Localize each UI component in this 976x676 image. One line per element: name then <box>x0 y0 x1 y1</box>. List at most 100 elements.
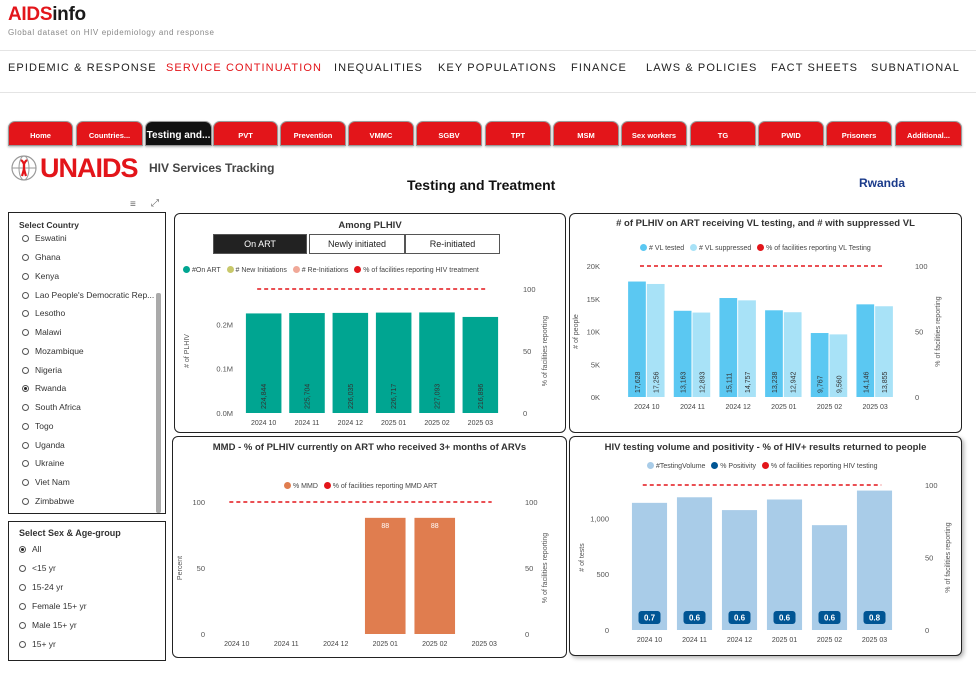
mmd-legend: % MMD % of facilities reporting MMD ART <box>284 482 437 490</box>
tab-sex-workers[interactable]: Sex workers <box>621 121 687 146</box>
country-option[interactable]: South Africa <box>22 402 81 412</box>
x-tick-label: 2025 03 <box>863 404 888 411</box>
x-tick-label: 2024 11 <box>295 420 320 427</box>
positivity-marker <box>818 611 841 624</box>
x-tick-label: 2024 10 <box>634 404 659 411</box>
x-tick-label: 2025 02 <box>817 637 842 644</box>
sex-age-option[interactable]: 15-24 yr <box>19 582 63 592</box>
country-option[interactable]: Lao People's Democratic Rep... <box>22 290 154 300</box>
nav-fact-sheets[interactable]: FACT SHEETS <box>771 62 859 74</box>
tab-tpt[interactable]: TPT <box>485 121 551 146</box>
data-label: 17,256 <box>654 371 661 393</box>
x-tick-label: 2024 11 <box>680 404 705 411</box>
nav-laws-policies[interactable]: LAWS & POLICIES <box>646 62 758 74</box>
mmd-panel: MMD - % of PLHIV currently on ART who re… <box>172 436 567 658</box>
expand-icon[interactable]: ⤢ <box>151 198 159 209</box>
data-bar <box>419 312 455 413</box>
toggle-on-art[interactable]: On ART <box>213 234 307 254</box>
tab-pvt[interactable]: PVT <box>213 121 278 146</box>
x-tick-label: 2024 11 <box>682 637 707 644</box>
filter-icon[interactable]: ≡ <box>130 199 136 210</box>
positivity-label: 0.6 <box>779 614 791 623</box>
x-tick-label: 2025 01 <box>771 404 796 411</box>
tab-vmmc[interactable]: VMMC <box>348 121 414 146</box>
tab-countries[interactable]: Countries... <box>76 121 143 146</box>
y-tick-label: 0.1M <box>216 365 233 374</box>
y-axis-label: Percent <box>177 556 184 580</box>
sex-age-option-selected[interactable]: All <box>19 544 41 554</box>
tab-additional[interactable]: Additional... <box>895 121 962 146</box>
country-option-selected[interactable]: Rwanda <box>22 383 66 393</box>
aidsinfo-logo[interactable]: AIDSinfo <box>8 4 86 25</box>
data-bar <box>628 281 646 397</box>
data-label: 226,717 <box>391 384 398 409</box>
positivity-label: 0.6 <box>734 614 746 623</box>
country-scrollbar[interactable] <box>156 293 161 513</box>
nav-key-populations[interactable]: KEY POPULATIONS <box>438 62 557 74</box>
x-tick-label: 2025 01 <box>772 637 797 644</box>
country-option[interactable]: Zimbabwe <box>22 496 74 506</box>
nav-epidemic-response[interactable]: EPIDEMIC & RESPONSE <box>8 62 157 74</box>
nav-service-continuation[interactable]: SERVICE CONTINUATION <box>166 62 323 74</box>
nav-finance[interactable]: FINANCE <box>571 62 627 74</box>
y-tick-label: 5K <box>591 360 600 369</box>
y-tick-label: 500 <box>596 570 609 579</box>
nav-inequalities[interactable]: INEQUALITIES <box>334 62 423 74</box>
data-bar <box>332 312 369 413</box>
tab-prevention[interactable]: Prevention <box>280 121 346 146</box>
data-bar <box>646 283 665 397</box>
tab-prisoners[interactable]: Prisoners <box>826 121 892 146</box>
positivity-label: 0.7 <box>644 614 656 623</box>
data-label: 224,844 <box>261 384 268 409</box>
y2-tick-label: 50 <box>925 554 933 563</box>
country-option[interactable]: Uganda <box>22 440 65 450</box>
country-option[interactable]: Lesotho <box>22 308 65 318</box>
sex-age-option[interactable]: <15 yr <box>19 563 56 573</box>
tab-testing[interactable]: Testing and... <box>145 121 212 146</box>
country-option[interactable]: Ukraine <box>22 458 64 468</box>
x-tick-label: 2024 12 <box>338 420 363 427</box>
y-axis-label: # of people <box>573 314 580 349</box>
country-option[interactable]: Mozambique <box>22 346 84 356</box>
y-tick-label: 10K <box>587 328 600 337</box>
country-option[interactable]: Ghana <box>22 252 61 262</box>
tab-tg[interactable]: TG <box>690 121 756 146</box>
vl-chart-title: # of PLHIV on ART receiving VL testing, … <box>616 218 915 229</box>
sex-age-option[interactable]: 15+ yr <box>19 639 56 649</box>
tab-sgbv[interactable]: SGBV <box>416 121 482 146</box>
main-nav: EPIDEMIC & RESPONSE SERVICE CONTINUATION… <box>0 62 976 78</box>
y2-axis-label: % of facilities reporting <box>935 296 942 367</box>
x-tick-label: 2024 12 <box>727 637 752 644</box>
country-option[interactable]: Nigeria <box>22 365 62 375</box>
y-tick-label: 1,000 <box>590 514 609 523</box>
data-bar <box>673 310 692 397</box>
tab-pwid[interactable]: PWID <box>758 121 824 146</box>
legend-dot <box>711 462 719 469</box>
country-option[interactable]: Kenya <box>22 271 59 281</box>
tab-msm[interactable]: MSM <box>553 121 619 146</box>
radio-icon <box>22 423 29 430</box>
mmd-chart: 0 50 100 0 50 100 Percent % of facilities repor… <box>177 498 549 648</box>
country-option[interactable]: Eswatini <box>22 233 67 243</box>
country-option[interactable]: Malawi <box>22 327 61 337</box>
data-bar <box>875 306 893 397</box>
toggle-re-initiated[interactable]: Re-initiated <box>405 234 500 254</box>
testing-volume-bar <box>856 490 893 630</box>
country-option[interactable]: Togo <box>22 421 53 431</box>
nav-subnational[interactable]: SUBNATIONAL <box>871 62 960 74</box>
testing-volume-bar <box>766 499 803 630</box>
y-tick-label: 0 <box>201 630 205 639</box>
testing-volume-bar <box>676 497 713 630</box>
radio-selected-icon <box>19 546 26 553</box>
country-option[interactable]: Viet Nam <box>22 477 70 487</box>
country-slicer-title: Select Country <box>19 220 79 230</box>
sex-age-option[interactable]: Male 15+ yr <box>19 620 77 630</box>
toggle-newly-initiated[interactable]: Newly initiated <box>309 234 405 254</box>
sex-age-option[interactable]: Female 15+ yr <box>19 601 87 611</box>
legend-dot <box>640 244 647 251</box>
data-label: 15,111 <box>726 373 733 393</box>
tab-home[interactable]: Home <box>8 121 73 146</box>
radio-icon <box>19 603 26 610</box>
radio-icon <box>22 348 29 355</box>
data-label: 14,146 <box>863 371 870 393</box>
